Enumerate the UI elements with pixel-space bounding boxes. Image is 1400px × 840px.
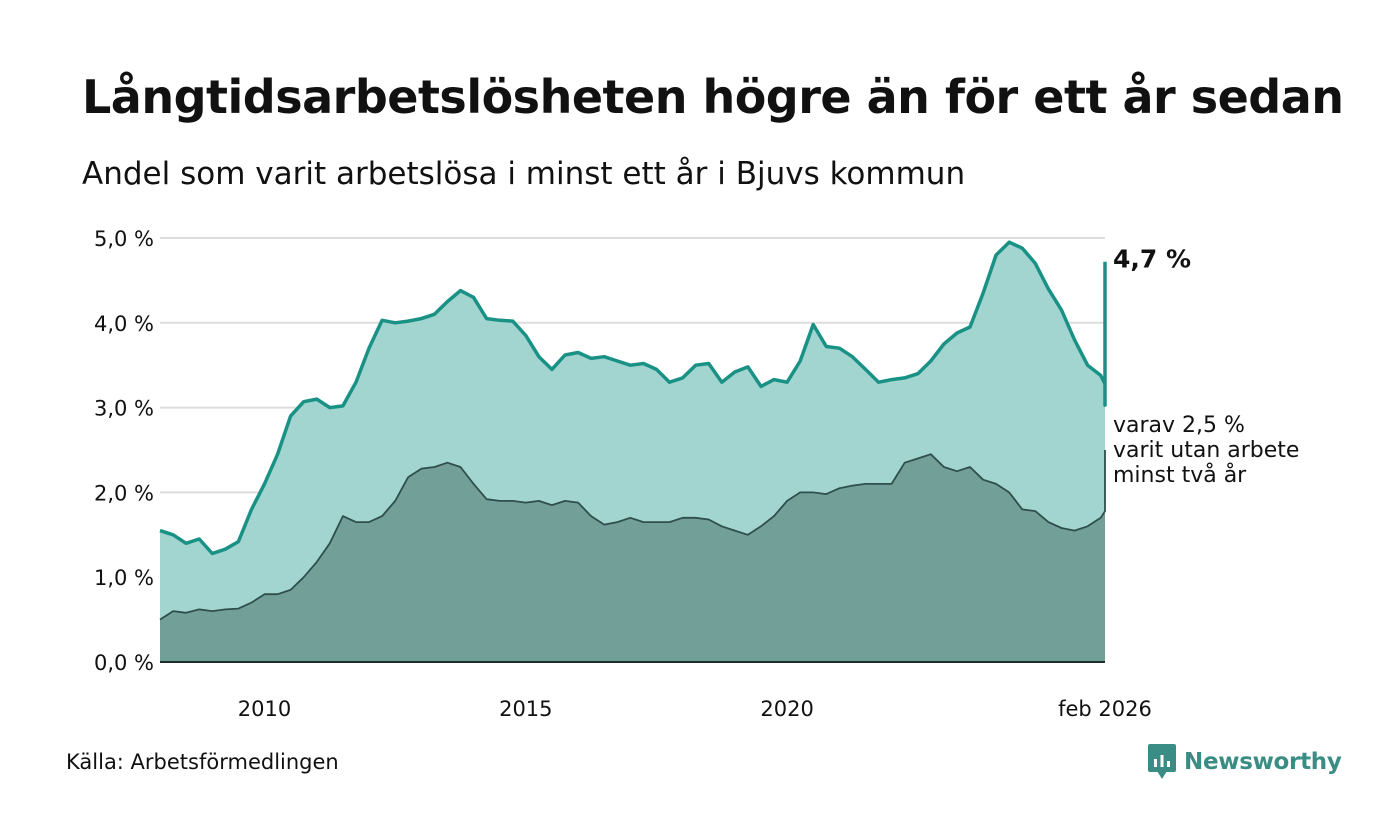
y-tick-label: 4,0 % — [94, 312, 154, 336]
y-axis-ticks: 0,0 % 1,0 % 2,0 % 3,0 % 4,0 % 5,0 % — [94, 227, 154, 675]
newsworthy-icon — [1148, 744, 1176, 779]
x-tick-label: feb 2026 — [1058, 697, 1152, 721]
long-term-area — [160, 450, 1105, 662]
chart-subtitle: Andel som varit arbetslösa i minst ett å… — [82, 156, 966, 192]
y-tick-label: 1,0 % — [94, 566, 154, 590]
x-tick-label: 2010 — [238, 697, 291, 721]
brand-logo[interactable]: Newsworthy — [1148, 744, 1342, 780]
y-tick-label: 0,0 % — [94, 651, 154, 675]
source-text: Källa: Arbetsförmedlingen — [66, 750, 339, 774]
total-line — [159, 240, 1107, 556]
y-tick-label: 2,0 % — [94, 481, 154, 505]
y-tick-label: 5,0 % — [94, 227, 154, 251]
subset-annotation-line: varav 2,5 % — [1113, 413, 1245, 438]
x-tick-label: 2020 — [760, 697, 813, 721]
area-chart: 0,0 %1,0 %2,0 %3,0 %4,0 %5,0 % 2010 2015 2… — [94, 227, 1299, 721]
subset-annotation-line: minst två år — [1113, 462, 1247, 488]
subset-annotation-line: varit utan arbete — [1113, 438, 1299, 463]
chart-title: Långtidsarbetslösheten högre än för ett … — [82, 70, 1344, 124]
end-value-label: 4,7 % — [1113, 245, 1191, 274]
brand-name: Newsworthy — [1184, 749, 1342, 775]
x-tick-label: 2015 — [499, 697, 552, 721]
x-axis-ticks: 2010 2015 2020 feb 2026 — [238, 697, 1152, 721]
long-term-line — [159, 450, 1106, 621]
y-tick-label: 3,0 % — [94, 397, 154, 421]
